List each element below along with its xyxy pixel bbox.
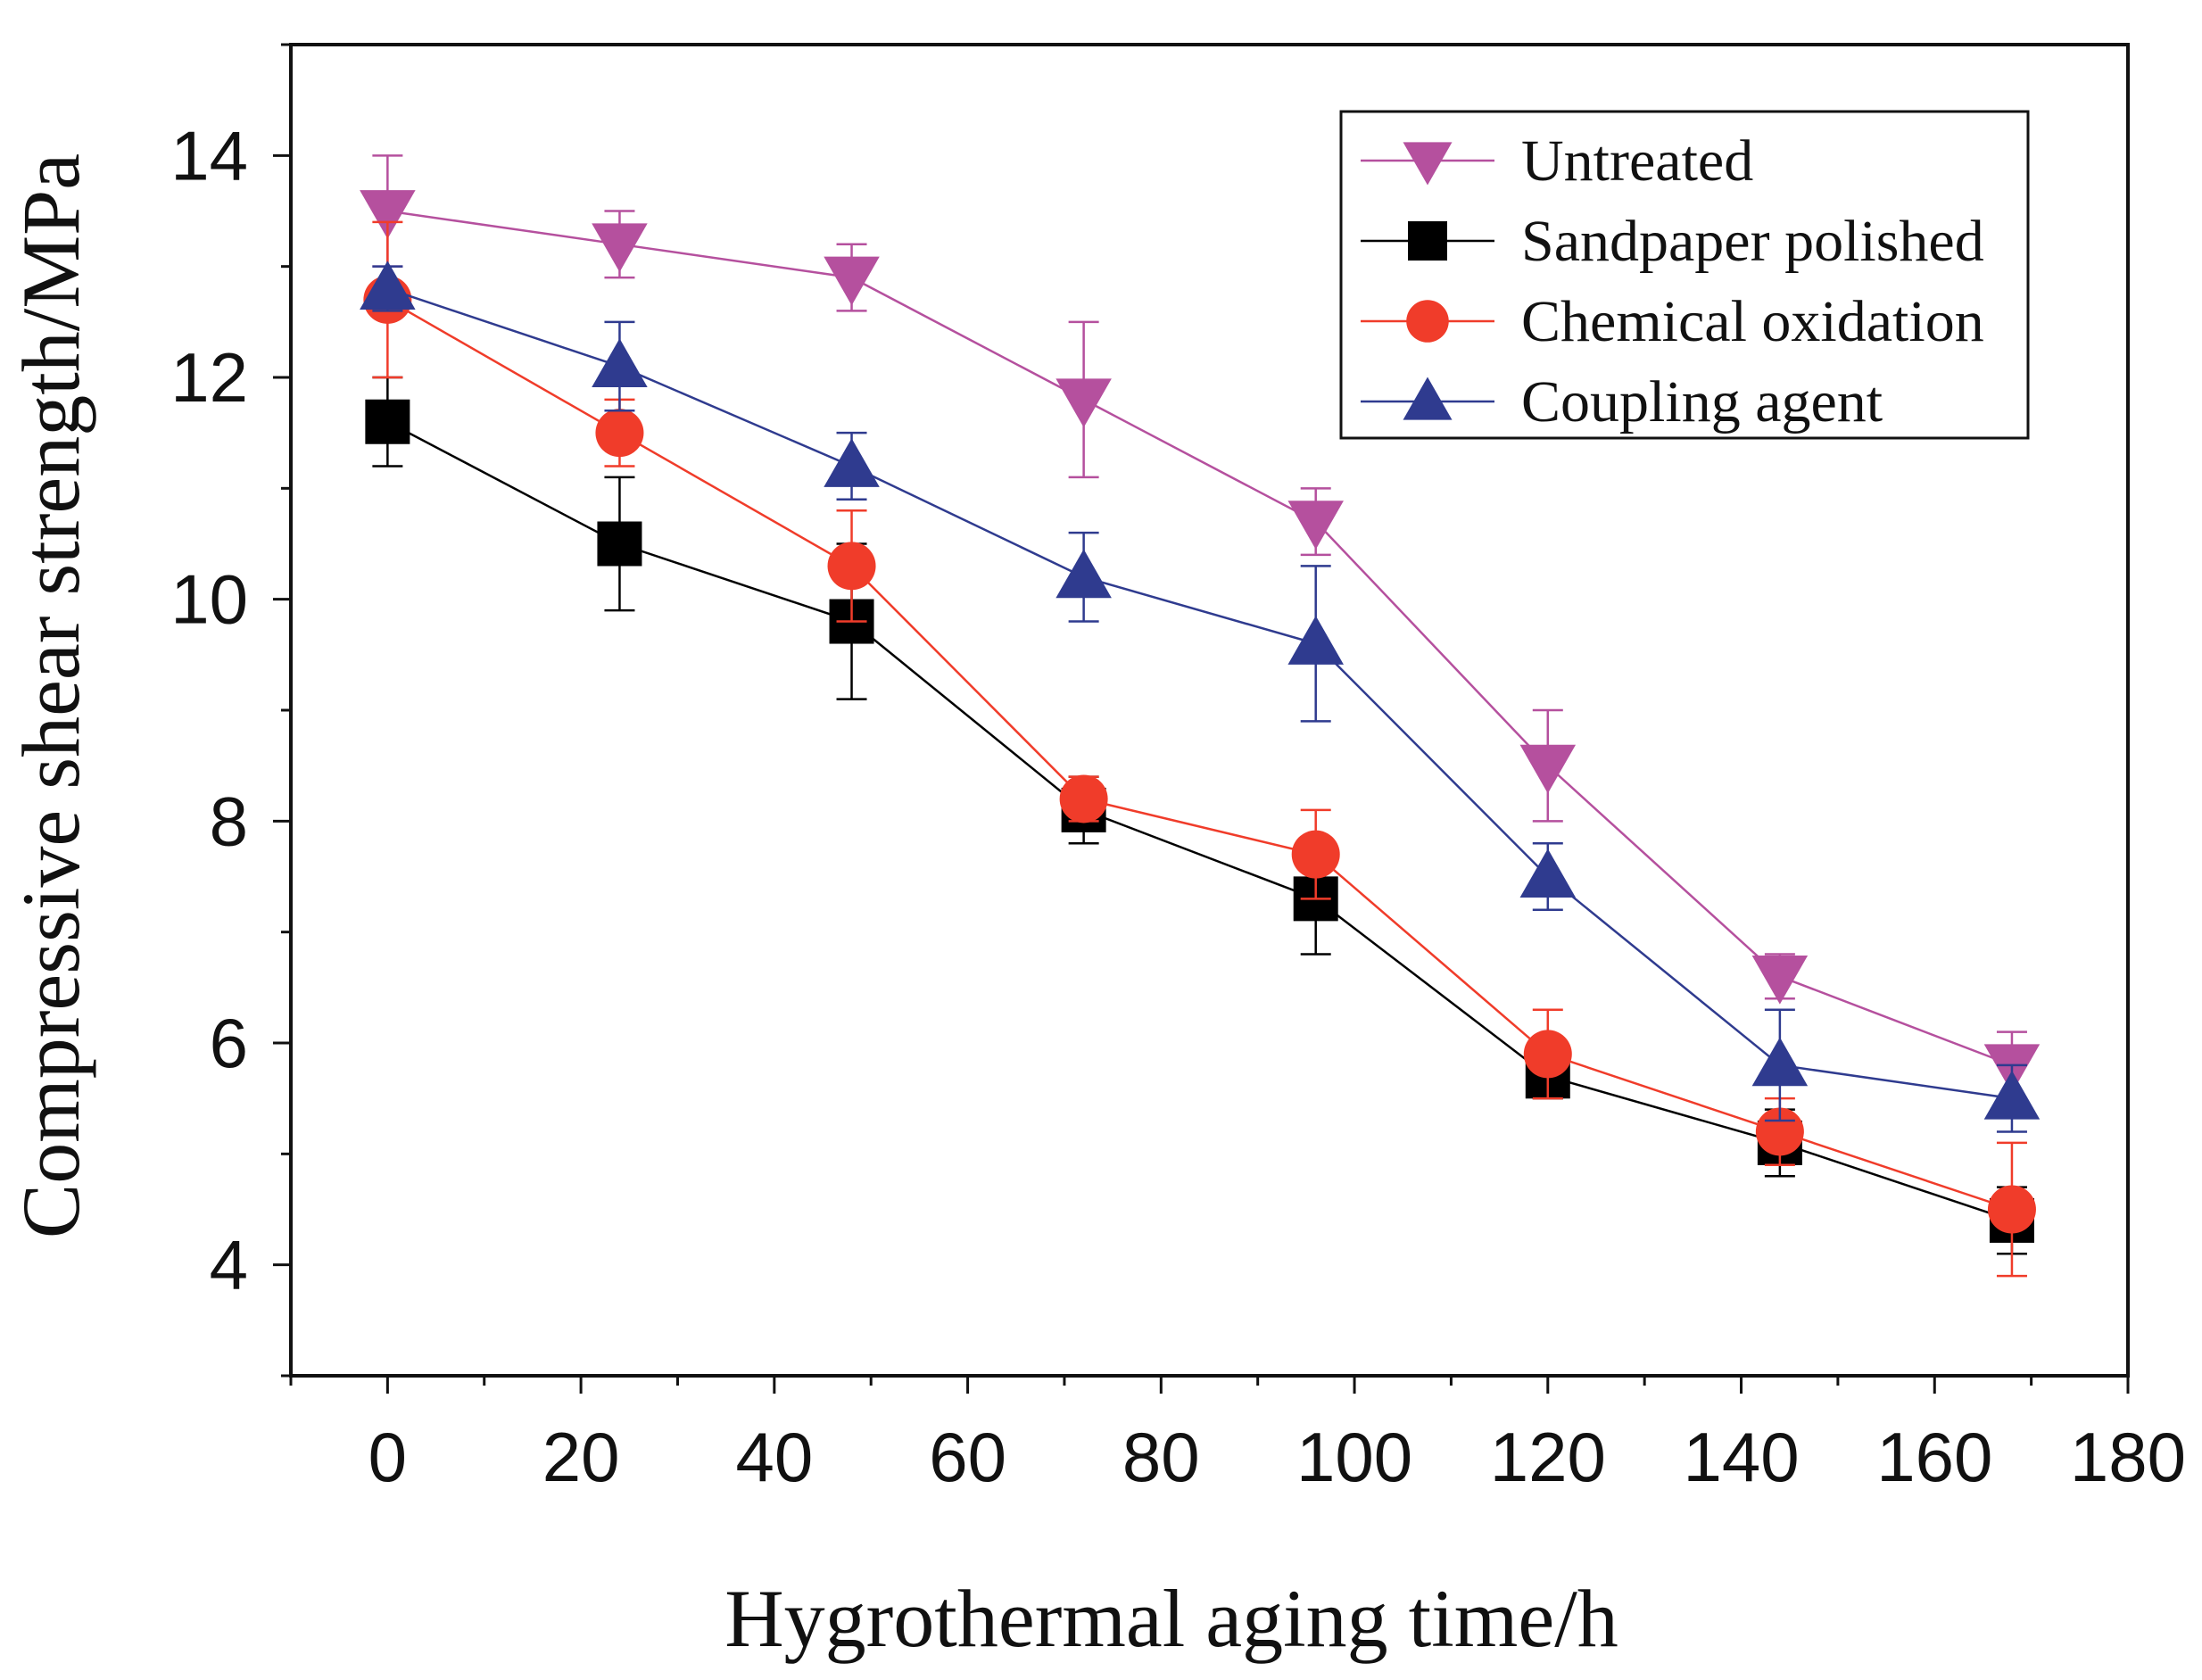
x-tick-label: 20 bbox=[542, 1418, 620, 1496]
legend-marker bbox=[1408, 221, 1447, 261]
x-tick-label: 160 bbox=[1876, 1418, 1992, 1496]
data-point bbox=[592, 223, 648, 273]
data-point bbox=[1291, 830, 1340, 879]
data-point bbox=[827, 542, 876, 591]
axes: 0 20 40 60 80 100 120 140 160 180 4 6 8 10 12 14 bbox=[170, 43, 2186, 1496]
legend-label: Coupling agent bbox=[1521, 369, 1883, 434]
x-tick-label: 60 bbox=[929, 1418, 1006, 1496]
legend-item: Sandpaper polished bbox=[1361, 209, 1984, 274]
data-point bbox=[1287, 501, 1344, 550]
series-line bbox=[387, 210, 2013, 1067]
data-point bbox=[1059, 774, 1108, 823]
legend-marker bbox=[1403, 142, 1453, 186]
legend: Untreated Sandpaper polished Chemical oxid… bbox=[1339, 110, 2030, 440]
y-tick-label: 14 bbox=[170, 116, 248, 194]
legend-item: Untreated bbox=[1361, 128, 1753, 194]
y-tick-label: 12 bbox=[170, 338, 248, 417]
legend-label: Untreated bbox=[1521, 128, 1753, 194]
data-point bbox=[1987, 1185, 2036, 1234]
data-point bbox=[597, 521, 642, 567]
legend-item: Chemical oxidation bbox=[1361, 289, 1984, 354]
data-point bbox=[1055, 378, 1112, 428]
data-point bbox=[365, 399, 410, 444]
data-point bbox=[360, 261, 416, 310]
data-point bbox=[1751, 1037, 1809, 1087]
data-point bbox=[824, 256, 880, 306]
data-point bbox=[592, 338, 648, 388]
data-point bbox=[1519, 744, 1577, 794]
series-coupling-agent bbox=[360, 261, 2041, 1133]
data-point bbox=[824, 438, 880, 487]
x-tick-label: 180 bbox=[2070, 1418, 2186, 1496]
legend-label: Sandpaper polished bbox=[1521, 209, 1984, 274]
x-tick-label: 140 bbox=[1683, 1418, 1799, 1496]
data-point bbox=[1983, 1070, 2041, 1120]
x-tick-label: 40 bbox=[735, 1418, 813, 1496]
y-tick-label: 10 bbox=[170, 560, 248, 639]
data-point bbox=[1055, 549, 1112, 599]
plot-marks bbox=[360, 154, 2041, 1278]
x-tick-label: 100 bbox=[1296, 1418, 1412, 1496]
series-line bbox=[386, 298, 2013, 1211]
y-tick-label: 8 bbox=[210, 782, 248, 860]
x-axis-title: Hygrothermal aging time/h bbox=[724, 1573, 1618, 1664]
series-line bbox=[386, 287, 2013, 1100]
legend-marker bbox=[1403, 377, 1453, 420]
data-point bbox=[1751, 955, 1809, 1005]
data-point bbox=[595, 409, 644, 458]
x-tick-label: 120 bbox=[1490, 1418, 1606, 1496]
y-tick-label: 6 bbox=[210, 1004, 248, 1082]
data-point bbox=[1523, 1030, 1572, 1079]
legend-label: Chemical oxidation bbox=[1521, 289, 1984, 354]
legend-box bbox=[1339, 110, 2030, 440]
x-tick-label: 0 bbox=[368, 1418, 407, 1496]
y-tick-label: 4 bbox=[210, 1226, 248, 1304]
series-line bbox=[386, 420, 2013, 1222]
legend-marker bbox=[1406, 300, 1449, 343]
x-tick-label: 80 bbox=[1122, 1418, 1200, 1496]
y-axis-title: Compressive shear strength/MPa bbox=[5, 153, 96, 1238]
legend-item: Coupling agent bbox=[1361, 369, 1883, 434]
data-point bbox=[1519, 848, 1577, 898]
data-point bbox=[360, 190, 416, 239]
data-point bbox=[1287, 616, 1344, 665]
